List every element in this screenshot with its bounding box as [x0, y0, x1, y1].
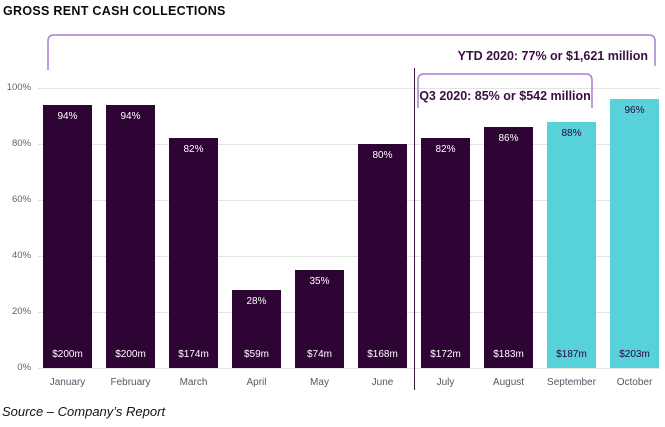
y-axis-tick-40: 40%	[11, 250, 31, 261]
bar-june	[358, 144, 407, 368]
gridline-80	[38, 144, 660, 145]
source-note: Source – Company’s Report	[2, 404, 166, 419]
bar-amount-label-march: $174m	[178, 349, 209, 360]
y-axis-tick-100: 100%	[6, 82, 31, 93]
bar-february	[106, 104, 155, 368]
bar-may	[295, 270, 344, 368]
x-axis-label-july: July	[436, 377, 455, 388]
bar-percent-label-september: 88%	[561, 127, 582, 139]
bar-percent-label-february: 94%	[120, 110, 141, 122]
bar-april	[232, 289, 281, 368]
bar-percent-label-march: 82%	[183, 144, 204, 156]
bar-amount-label-april: $59m	[243, 349, 269, 360]
y-axis-tick-60: 60%	[11, 194, 31, 205]
bar-october	[610, 99, 659, 368]
bar-amount-label-january: $200m	[52, 349, 83, 360]
bar-march	[169, 138, 218, 368]
x-axis-label-october: October	[616, 377, 653, 388]
gridline-100	[38, 88, 660, 89]
x-axis-label-june: June	[371, 377, 394, 388]
x-axis-label-may: May	[310, 377, 329, 388]
bar-amount-label-may: $74m	[306, 349, 332, 360]
ytd-annotation-label: YTD 2020: 77% or $1,621 million	[457, 49, 648, 63]
x-axis-label-august: August	[492, 377, 525, 388]
bar-percent-label-may: 35%	[309, 276, 330, 287]
bar-january	[43, 104, 92, 368]
q3-annotation-label: Q3 2020: 85% or $542 million	[419, 89, 591, 103]
gridline-40	[38, 256, 660, 257]
y-axis-tick-80: 80%	[11, 138, 31, 149]
bar-amount-label-september: $187m	[556, 349, 587, 360]
x-axis-label-january: January	[49, 377, 86, 388]
x-axis-label-february: February	[110, 377, 151, 388]
bar-amount-label-june: $168m	[367, 349, 398, 360]
y-axis-tick-0: 0%	[17, 362, 31, 373]
page-title: GROSS RENT CASH COLLECTIONS	[3, 4, 226, 18]
bar-amount-label-february: $200m	[115, 349, 146, 360]
bar-percent-label-june: 80%	[372, 150, 393, 161]
gridline-60	[38, 200, 660, 201]
bar-amount-label-july: $172m	[430, 349, 461, 360]
bar-percent-label-january: 94%	[57, 110, 78, 122]
gridline-20	[38, 312, 660, 313]
gridline-0	[38, 368, 660, 369]
bar-percent-label-august: 86%	[498, 133, 519, 145]
bar-august	[484, 127, 533, 368]
x-axis-label-september: September	[547, 377, 596, 388]
x-axis-label-april: April	[246, 377, 267, 388]
bar-percent-label-april: 28%	[246, 295, 267, 307]
bar-amount-label-august: $183m	[493, 349, 524, 360]
quarter-separator-line	[414, 68, 415, 390]
bar-percent-label-july: 82%	[435, 144, 456, 156]
bar-september	[547, 121, 596, 368]
bar-july	[421, 138, 470, 368]
bar-amount-label-october: $203m	[619, 349, 650, 360]
y-axis-tick-20: 20%	[11, 306, 31, 317]
bar-percent-label-october: 96%	[624, 105, 645, 117]
x-axis-label-march: March	[179, 377, 208, 388]
